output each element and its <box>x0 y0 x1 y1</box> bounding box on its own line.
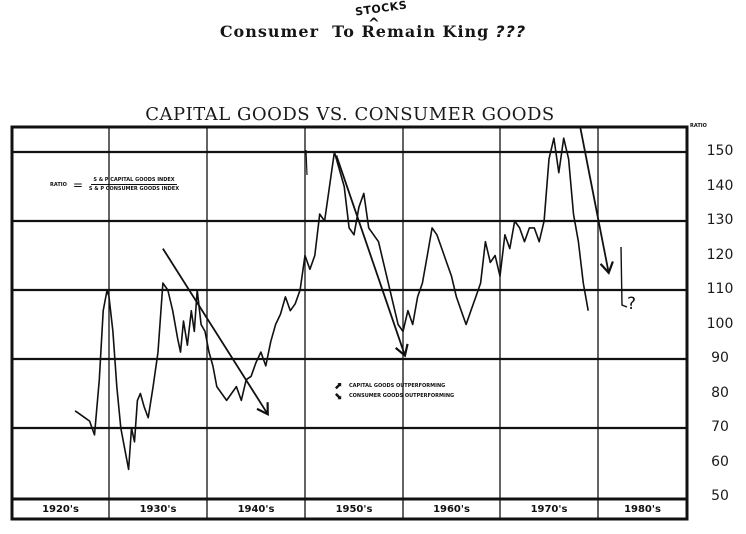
headline-word-consumer: Consumer <box>219 22 320 41</box>
insertion-caret: ^ <box>368 16 380 32</box>
y-tick-label: 60 <box>711 453 729 470</box>
up-arrow-icon: ⬈ <box>333 380 343 392</box>
chart-frame <box>10 125 689 521</box>
down-arrow-icon: ⬊ <box>333 390 343 402</box>
x-tick-decade-label: 1920's <box>42 504 79 515</box>
ratio-formula: RATIO = S & P CAPITAL GOODS INDEX S & P … <box>50 177 179 192</box>
formula-numerator: S & P CAPITAL GOODS INDEX <box>91 177 177 185</box>
chart-legend: ⬈ CAPITAL GOODS OUTPERFORMING ⬊ CONSUMER… <box>333 380 455 402</box>
headline-rest: To Remain King <box>332 22 490 41</box>
y-tick-label: 130 <box>706 212 734 228</box>
arrowhead-icon <box>256 402 269 416</box>
trend-arrow-line <box>579 127 610 273</box>
y-tick-label: 90 <box>711 350 729 366</box>
legend-label-capital: CAPITAL GOODS OUTPERFORMING <box>349 383 446 389</box>
y-tick-label: 140 <box>706 177 734 194</box>
y-tick-label: 120 <box>706 246 734 263</box>
y-tick-label: 100 <box>706 315 734 332</box>
y-tick-label: 150 <box>706 143 734 159</box>
legend-item-capital: ⬈ CAPITAL GOODS OUTPERFORMING <box>333 380 454 392</box>
trend-arrow-line <box>335 155 406 356</box>
x-tick-decade-label: 1970's <box>530 504 568 515</box>
legend-item-consumer: ⬊ CONSUMER GOODS OUTPERFORMING <box>333 390 455 402</box>
formula-equals: = <box>72 177 83 192</box>
headline: Consumer To Remain King??? <box>0 22 746 41</box>
y-tick-label: 110 <box>706 281 734 297</box>
question-marks: ??? <box>495 22 527 41</box>
handwritten-question-mark: ? <box>627 294 637 314</box>
x-tick-decade-label: 1950's <box>335 504 373 515</box>
arrowhead-icon <box>394 343 409 358</box>
chart-title: CAPITAL GOODS VS. CONSUMER GOODS <box>145 104 555 125</box>
formula-denominator: S & P CONSUMER GOODS INDEX <box>88 186 180 192</box>
y-axis-ratio-label: RATIO <box>690 123 707 129</box>
legend-label-consumer: CONSUMER GOODS OUTPERFORMING <box>349 393 455 399</box>
handwritten-bracket <box>620 246 628 308</box>
y-tick-label: 50 <box>711 488 729 504</box>
y-tick-label: 80 <box>711 384 729 401</box>
x-tick-decade-label: 1930's <box>139 504 177 515</box>
trend-arrow-line <box>162 248 269 415</box>
formula-lhs: RATIO <box>50 181 67 188</box>
formula-fraction: S & P CAPITAL GOODS INDEX S & P CONSUMER… <box>89 177 179 192</box>
x-tick-decade-label: 1960's <box>433 504 470 515</box>
ratio-series-line <box>74 137 589 471</box>
arrowhead-icon <box>599 261 614 275</box>
x-tick-decade-label: 1940's <box>237 504 275 515</box>
y-tick-label: 70 <box>711 419 729 435</box>
x-tick-decade-label: 1980's <box>624 504 661 515</box>
spike-mark <box>305 149 308 176</box>
